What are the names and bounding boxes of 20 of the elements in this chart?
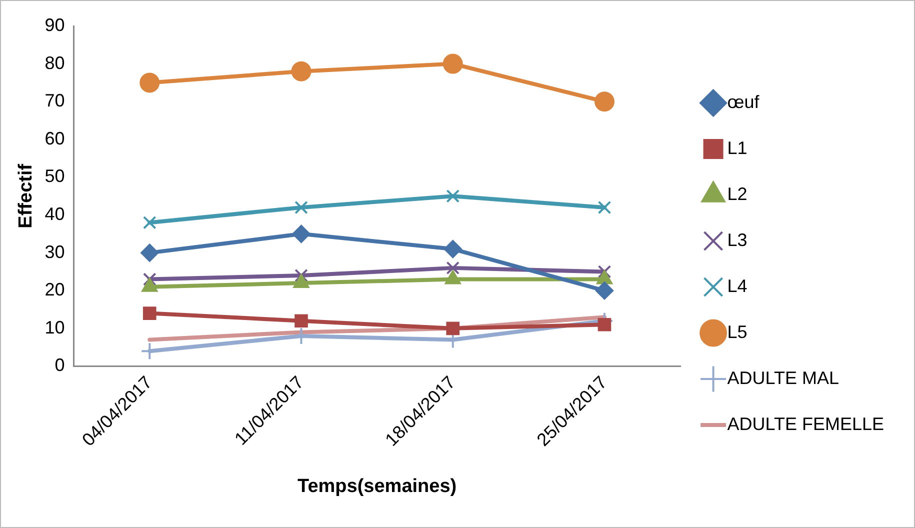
y-tick-label: 50 bbox=[44, 166, 65, 186]
y-tick-label: 20 bbox=[44, 280, 65, 300]
y-tick-label: 10 bbox=[44, 317, 65, 338]
y-axis-title: Effectif bbox=[16, 163, 37, 228]
y-tick-label: 30 bbox=[44, 242, 65, 262]
y-tick-label: 80 bbox=[44, 52, 65, 73]
legend-label: L3 bbox=[727, 230, 748, 250]
x-axis-title: Temps(semaines) bbox=[298, 476, 457, 497]
y-tick-label: 40 bbox=[44, 204, 65, 224]
legend-label: ADULTE FEMELLE bbox=[727, 414, 884, 434]
y-tick-label: 70 bbox=[44, 90, 65, 111]
legend-label: L2 bbox=[727, 184, 748, 204]
legend-label: L1 bbox=[727, 138, 748, 158]
legend-label: œuf bbox=[727, 92, 760, 112]
legend-label: L5 bbox=[727, 322, 748, 342]
legend-label: ADULTE MAL bbox=[727, 368, 839, 388]
legend-label: L4 bbox=[727, 276, 748, 296]
y-tick-label: 90 bbox=[44, 14, 65, 35]
y-tick-label: 60 bbox=[44, 128, 65, 148]
y-tick-label: 0 bbox=[54, 355, 65, 376]
